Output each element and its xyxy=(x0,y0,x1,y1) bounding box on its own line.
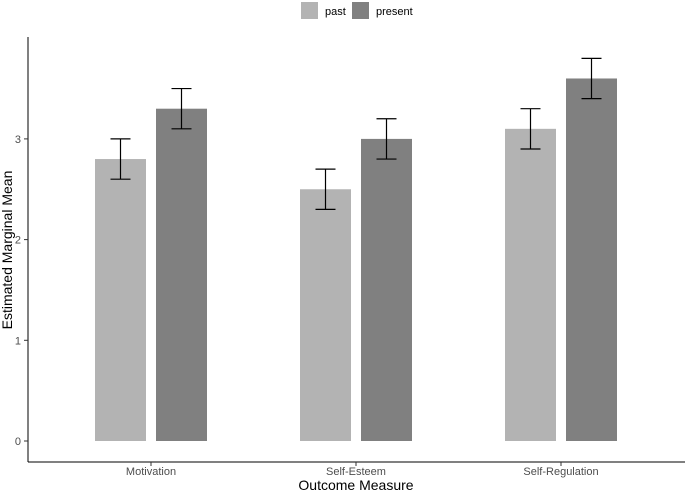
bar-present-self-esteem xyxy=(361,138,412,441)
bars-layer xyxy=(95,78,617,442)
x-tick-label: Self-Esteem xyxy=(326,466,386,478)
y-axis-title: Estimated Marginal Mean xyxy=(0,171,15,330)
x-tick-label: Motivation xyxy=(126,466,176,478)
error-bar-past-motivation xyxy=(110,138,131,180)
bar-past-self-regulation xyxy=(505,128,556,441)
legend-swatch-present xyxy=(352,2,369,19)
y-tick-label: 2 xyxy=(15,235,21,247)
bar-past-motivation xyxy=(95,159,146,442)
y-tick-label: 1 xyxy=(15,335,21,347)
error-bar-present-motivation xyxy=(171,87,192,130)
error-bar-present-self-esteem xyxy=(376,118,397,160)
error-bars-layer xyxy=(110,57,602,210)
x-tick-label: Self-Regulation xyxy=(523,466,598,478)
error-bar-past-self-esteem xyxy=(315,168,336,210)
legend-label-past: past xyxy=(325,6,346,18)
y-ticks: 0 1 2 3 xyxy=(15,134,28,448)
y-tick-label: 0 xyxy=(15,436,21,448)
legend-swatch-past xyxy=(301,2,318,19)
bar-present-self-regulation xyxy=(566,78,617,441)
legend: past present xyxy=(301,2,413,19)
legend-label-present: present xyxy=(376,6,413,18)
x-ticks: Motivation Self-Esteem Self-Regulation xyxy=(126,462,599,478)
error-bar-present-self-regulation xyxy=(581,57,602,100)
y-tick-label: 3 xyxy=(15,134,21,146)
bar-past-self-esteem xyxy=(300,189,351,441)
x-axis-title: Outcome Measure xyxy=(298,477,413,492)
error-bar-past-self-regulation xyxy=(520,108,541,150)
bar-present-motivation xyxy=(156,108,207,441)
